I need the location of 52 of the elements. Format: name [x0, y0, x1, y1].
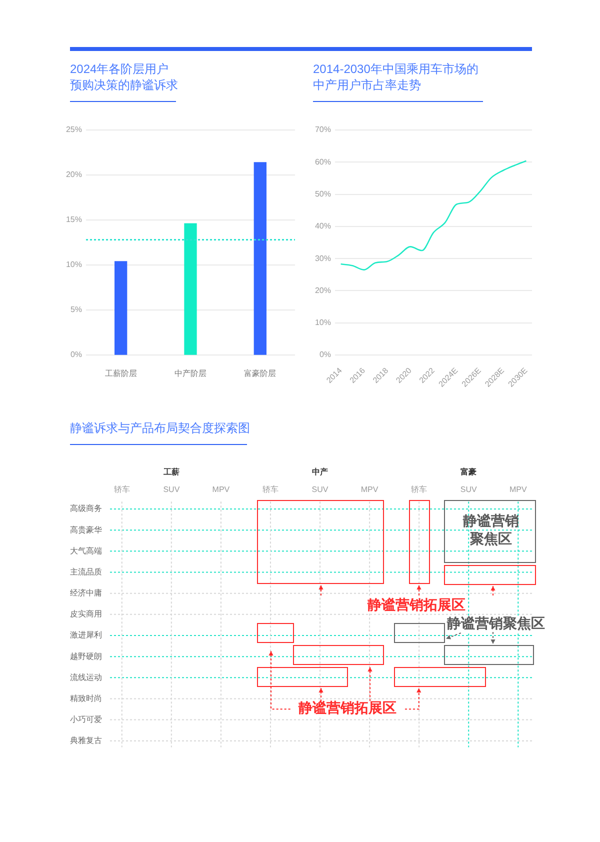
category-label: 经济中庸 — [70, 588, 102, 598]
category-label: MPV — [509, 485, 528, 494]
category-label: MPV — [212, 485, 230, 494]
category-label: 高贵豪华 — [70, 525, 102, 534]
line-series — [340, 160, 527, 270]
y-tick-label: 10% — [66, 260, 82, 270]
text: 工薪 — [162, 467, 180, 476]
category-label: 流线运动 — [70, 672, 102, 682]
category-label: SUV — [312, 485, 329, 494]
y-tick-label: 20% — [314, 286, 331, 295]
y-tick-label: 5% — [70, 305, 82, 314]
y-tick-label: 20% — [66, 170, 82, 180]
text: 静谧诉求与产品布局契合度探索图 — [70, 420, 251, 436]
text: 静谧营销拓展区 — [297, 700, 396, 716]
x-tick-label: 中产阶层 — [174, 369, 206, 378]
x-tick-label: 工薪阶层 — [104, 369, 137, 378]
text: 静谧营销聚焦区 — [446, 614, 545, 631]
bar — [184, 223, 197, 355]
category-label: 高级商务 — [70, 504, 102, 514]
category-label: SUV — [163, 485, 180, 494]
y-tick-label: 0% — [70, 350, 82, 360]
category-label: 皮实商用 — [70, 610, 102, 619]
y-tick-label: 25% — [66, 125, 82, 134]
bar — [114, 261, 128, 355]
category-label: 大气高端 — [70, 546, 102, 556]
category-label: 小巧可爱 — [70, 715, 102, 724]
category-label: 典雅复古 — [70, 736, 102, 746]
y-tick-label: 70% — [314, 125, 331, 134]
text: 静谧营销聚焦区 — [462, 512, 519, 547]
category-label: MPV — [360, 485, 379, 494]
y-tick-label: 15% — [66, 215, 82, 224]
y-tick-label: 40% — [314, 222, 331, 231]
category-label: 精致时尚 — [70, 694, 102, 703]
text: 富豪 — [460, 466, 477, 476]
chart-title: 2014-2030年中国乘用车市场的中产用户市占率走势 — [313, 61, 480, 93]
category-label: 轿车 — [411, 485, 428, 494]
category-label: 越野硬朗 — [70, 652, 102, 661]
category-label: 轿车 — [114, 485, 130, 494]
chart-title: 2024年各阶层用户预购决策的静谧诉求 — [70, 61, 179, 93]
text: 中产 — [312, 467, 328, 476]
text: 静谧营销拓展区 — [366, 596, 466, 612]
y-tick-label: 10% — [314, 318, 331, 328]
y-tick-label: 50% — [314, 189, 331, 198]
x-tick-label: 富豪阶层 — [244, 369, 276, 378]
category-label: 轿车 — [262, 485, 278, 494]
bar — [254, 162, 266, 355]
category-label: SUV — [460, 485, 478, 494]
category-label: 主流品质 — [70, 567, 102, 576]
y-tick-label: 0% — [319, 350, 331, 360]
y-tick-label: 60% — [314, 157, 331, 166]
y-tick-label: 30% — [314, 254, 331, 263]
category-label: 激进犀利 — [70, 630, 102, 640]
